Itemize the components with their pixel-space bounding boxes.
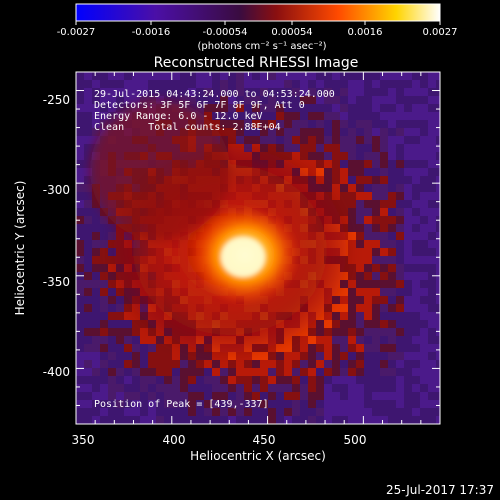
plot-frame <box>75 71 441 425</box>
colorbar-tick-label-1: -0.0016 <box>132 27 171 38</box>
colorbar-units: (photons cm⁻² s⁻¹ asec⁻²) <box>197 41 326 52</box>
x-axis-label: Heliocentric X (arcsec) <box>190 449 326 463</box>
annotation-peak: Position of Peak = [439,-337] <box>94 399 269 410</box>
x-tick-label-500: 500 <box>344 433 367 447</box>
x-tick-label-400: 400 <box>163 433 186 447</box>
colorbar-tick-label-0: -0.0027 <box>57 27 96 38</box>
colorbar-tick-label-3: 0.00054 <box>271 27 312 38</box>
axis-ticks <box>75 71 441 425</box>
annotation-detectors: Detectors: 3F 5F 6F 7F 8F 9F, Att 0 <box>94 100 305 111</box>
y-axis-label: Heliocentric Y (arcsec) <box>13 181 27 316</box>
rhessi-image <box>76 72 440 424</box>
colorbar-ticks <box>75 21 441 25</box>
colorbar-tick-label-5: 0.0027 <box>423 27 458 38</box>
x-tick-label-450: 450 <box>253 433 276 447</box>
x-tick-label-350: 350 <box>72 433 95 447</box>
colorbar <box>75 3 441 22</box>
annotation-energy: Energy Range: 6.0 - 12.0 keV <box>94 111 263 122</box>
y-tick-label-250: -250 <box>43 93 70 107</box>
y-tick-label-300: -300 <box>43 183 70 197</box>
y-tick-label-350: -350 <box>43 275 70 289</box>
colorbar-tick-label-2: -0.00054 <box>203 27 248 38</box>
plot-title: Reconstructed RHESSI Image <box>154 55 359 71</box>
y-tick-label-400: -400 <box>43 365 70 379</box>
colorbar-tick-label-4: 0.0016 <box>348 27 383 38</box>
annotation-method: Clean Total counts: 2.88E+04 <box>94 122 281 133</box>
annotation-time-range: 29-Jul-2015 04:43:24.000 to 04:53:24.000 <box>94 89 335 100</box>
footer-timestamp: 25-Jul-2017 17:37 <box>386 483 494 497</box>
